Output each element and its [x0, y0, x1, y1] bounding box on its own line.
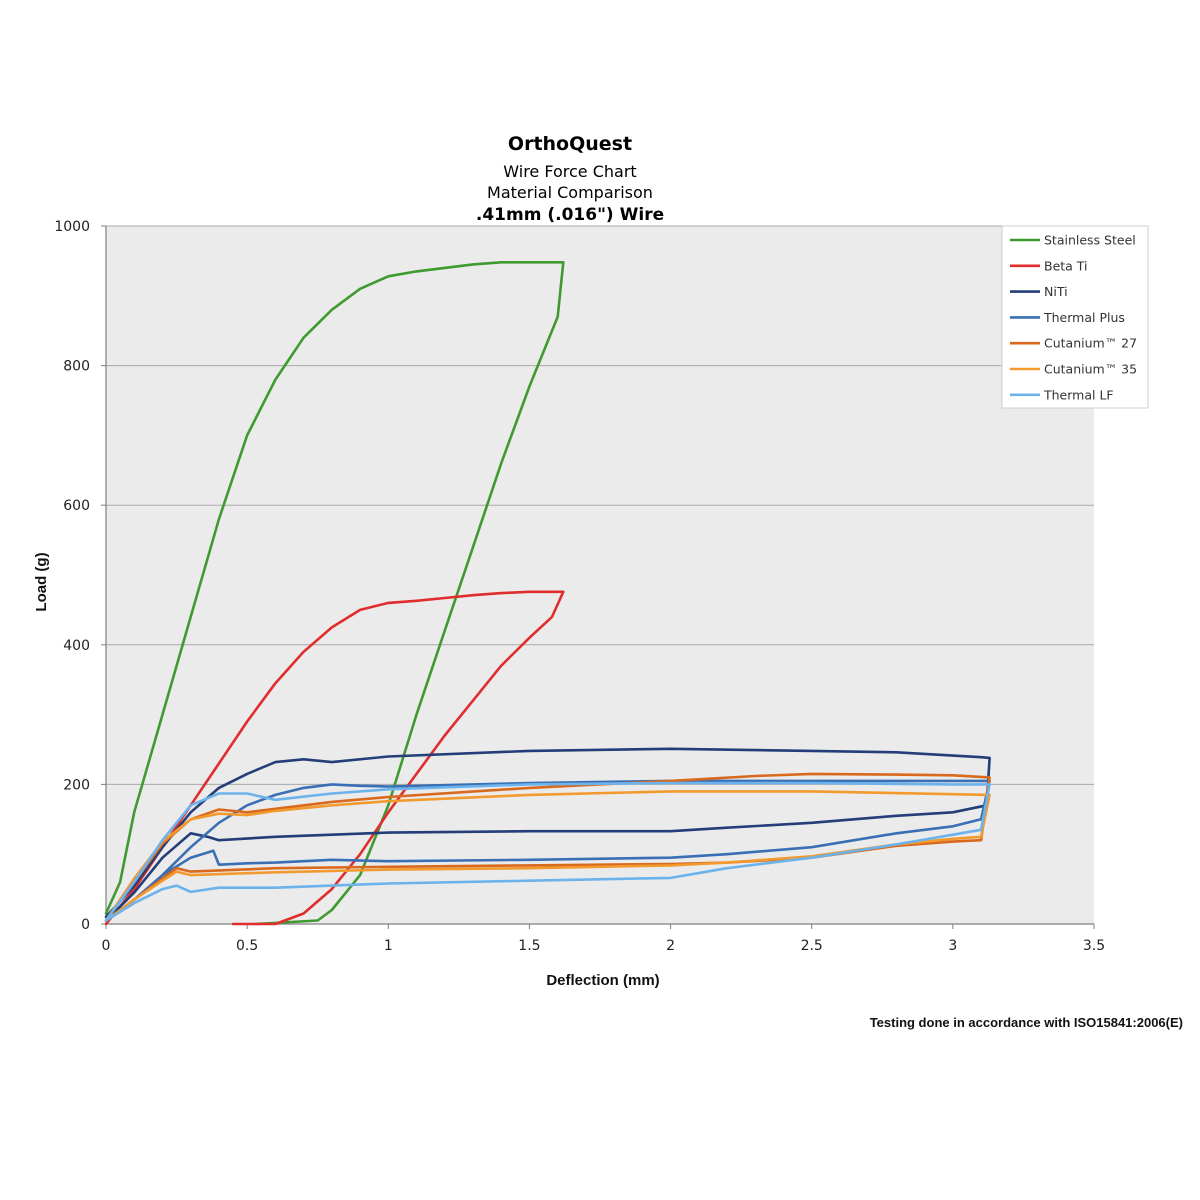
x-tick-label-7: 3.5	[1083, 938, 1105, 954]
y-tick-label-0: 0	[81, 917, 90, 933]
y-axis-label: Load (g)	[33, 552, 50, 611]
legend-label-0: Stainless Steel	[1044, 233, 1136, 248]
x-axis-label: Deflection (mm)	[546, 972, 659, 989]
series-line-1	[104, 590, 565, 926]
y-tick-label-2: 400	[63, 638, 90, 654]
legend: Stainless Steel Beta Ti NiTi Thermal Plus Cu…	[1001, 225, 1149, 409]
chart-subtitle-1: Wire Force Chart	[503, 162, 636, 181]
series-line-5	[104, 790, 991, 922]
y-tick-label-4: 800	[63, 359, 90, 375]
legend-label-1: Beta Ti	[1044, 258, 1088, 273]
series-line-3	[104, 779, 991, 922]
y-tick-label-1: 200	[63, 777, 90, 793]
chart-subtitle-2: Material Comparison	[487, 183, 653, 202]
x-tick-label-3: 1.5	[518, 938, 540, 954]
x-tick-label-4: 2	[666, 938, 675, 954]
chart-subtitle-3: .41mm (.016") Wire	[476, 205, 664, 225]
legend-label-6: Thermal LF	[1043, 387, 1114, 402]
x-tick-label-5: 2.5	[801, 938, 823, 954]
legend-label-3: Thermal Plus	[1043, 310, 1125, 325]
x-tick-label-1: 0.5	[236, 938, 258, 954]
y-tick-label-5: 1000	[54, 219, 90, 235]
plot-area	[106, 226, 1094, 924]
legend-label-5: Cutanium™ 35	[1044, 362, 1137, 377]
series-line-0	[104, 261, 565, 926]
x-tick-label-2: 1	[384, 938, 393, 954]
x-tick-label-6: 3	[948, 938, 957, 954]
y-tick-label-3: 600	[63, 498, 90, 514]
chart-title: OrthoQuest	[508, 133, 632, 155]
y-axis-ticks: 0 200 400 600 800 1000	[54, 219, 106, 933]
footnote: Testing done in accordance with ISO15841…	[870, 1015, 1183, 1030]
x-axis-ticks: 0 0.5 1 1.5 2 2.5 3 3.5	[102, 924, 1105, 954]
series-line-4	[104, 772, 991, 922]
x-tick-label-0: 0	[102, 938, 111, 954]
legend-label-4: Cutanium™ 27	[1044, 336, 1137, 351]
series-lines	[104, 261, 991, 926]
series-line-6	[104, 781, 991, 922]
legend-label-2: NiTi	[1044, 284, 1068, 299]
